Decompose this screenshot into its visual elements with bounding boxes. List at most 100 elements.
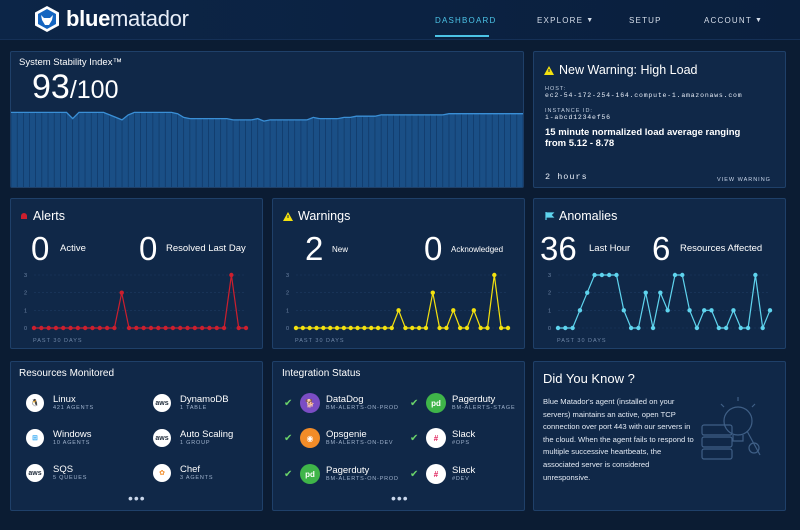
integrations-title: Integration Status bbox=[282, 368, 361, 379]
stability-area bbox=[11, 112, 523, 187]
series-point bbox=[199, 325, 205, 331]
integration-text: Pagerduty BM-ALERTS-STAGE bbox=[452, 393, 515, 411]
integration-name: Pagerduty bbox=[452, 393, 496, 405]
resource-item[interactable]: ⊞ Windows 10 AGENTS bbox=[26, 429, 92, 447]
aws-icon: aws bbox=[153, 429, 171, 447]
series-point bbox=[555, 325, 561, 331]
integration-text: Slack #OPS bbox=[452, 429, 475, 447]
series-line bbox=[558, 274, 771, 331]
anomalies-card[interactable] bbox=[533, 198, 786, 349]
chef-icon: ✿ bbox=[153, 464, 171, 482]
series-point bbox=[46, 325, 51, 331]
resources-title: Resources Monitored bbox=[19, 368, 115, 379]
series-point bbox=[423, 325, 429, 331]
series-point bbox=[457, 325, 463, 331]
instance-value: i-abcd1234ef56 bbox=[545, 114, 611, 121]
resource-text: SQS 5 QUEUES bbox=[53, 464, 87, 481]
series-point bbox=[178, 325, 183, 331]
alerts-card[interactable] bbox=[10, 198, 263, 349]
series-point bbox=[236, 325, 241, 331]
resource-item[interactable]: 🐧 Linux 421 AGENTS bbox=[26, 394, 94, 412]
host-label: HOST: bbox=[545, 86, 567, 92]
series-point bbox=[585, 290, 590, 295]
series-point bbox=[156, 325, 161, 331]
integration-name: Opsgenie bbox=[326, 428, 367, 440]
warnings-title: Warnings bbox=[283, 209, 350, 223]
series-point bbox=[148, 325, 154, 331]
integration-text: DataDog BM-ALERTS-ON-PROD bbox=[326, 393, 399, 412]
check-icon: ✔ bbox=[284, 468, 293, 480]
series-point bbox=[437, 325, 442, 331]
check-icon: ✔ bbox=[410, 432, 419, 444]
nav-account[interactable]: ACCOUNT ▼ bbox=[704, 15, 764, 25]
series-point bbox=[650, 325, 656, 331]
series-point bbox=[362, 325, 367, 331]
nav-setup[interactable]: SETUP bbox=[629, 15, 662, 25]
series-point bbox=[577, 308, 583, 313]
integration-channel: BM-ALERTS-ON-PROD bbox=[326, 405, 399, 412]
integration-channel: #OPS bbox=[452, 440, 470, 447]
integration-item[interactable]: ✔ ◉ Opsgenie BM-ALERTS-ON-DEV bbox=[284, 428, 393, 448]
series-point bbox=[606, 272, 612, 278]
series-point bbox=[396, 308, 401, 313]
check-icon: ✔ bbox=[284, 397, 293, 409]
aws-icon: aws bbox=[26, 464, 44, 482]
nav-explore[interactable]: EXPLORE ▼ bbox=[537, 15, 595, 25]
resource-count: 421 AGENTS bbox=[53, 405, 95, 412]
integration-name: DataDog bbox=[326, 393, 364, 405]
integration-text: Pagerduty BM-ALERTS-ON-PROD bbox=[326, 465, 399, 483]
series-point bbox=[485, 325, 490, 331]
series-point bbox=[104, 325, 110, 331]
series-point bbox=[112, 325, 117, 331]
alerts-period: PAST 30 DAYS bbox=[33, 338, 83, 344]
y-tick-label: 0 bbox=[286, 326, 289, 332]
resource-name: Linux bbox=[53, 393, 76, 405]
series-point bbox=[300, 325, 306, 331]
brand-name: bluematador bbox=[66, 6, 189, 31]
did-you-know-title: Did You Know ? bbox=[543, 371, 635, 386]
integration-name: Slack bbox=[452, 464, 476, 476]
y-tick-label: 0 bbox=[548, 326, 551, 332]
series-point bbox=[731, 308, 736, 313]
integration-item[interactable]: ✔ # Slack #DEV bbox=[410, 464, 475, 484]
series-point bbox=[221, 325, 227, 331]
resource-text: Auto Scaling 1 GROUP bbox=[180, 429, 233, 446]
did-you-know-text: Blue Matador's agent (installed on your … bbox=[543, 397, 694, 482]
warnings-ack-count: 0 bbox=[424, 230, 443, 267]
integration-item[interactable]: ✔ pd Pagerduty BM-ALERTS-STAGE bbox=[410, 393, 515, 413]
stability-title: System Stability Index™ bbox=[19, 57, 122, 68]
view-warning-link[interactable]: VIEW WARNING bbox=[717, 177, 771, 183]
resource-item[interactable]: ✿ Chef 3 AGENTS bbox=[153, 464, 213, 482]
stability-score: 93 /100 bbox=[32, 68, 119, 107]
series-point bbox=[680, 272, 685, 278]
series-point bbox=[39, 325, 44, 331]
resource-count: 10 AGENTS bbox=[53, 440, 91, 447]
stability-area-chart bbox=[10, 111, 524, 187]
series-point bbox=[355, 325, 360, 331]
y-tick-label: 3 bbox=[24, 273, 27, 279]
integration-item[interactable]: ✔ 🐕 DataDog BM-ALERTS-ON-PROD bbox=[284, 393, 399, 413]
series-line bbox=[34, 274, 246, 329]
anomalies-last-hour-label: Last Hour bbox=[589, 243, 631, 254]
series-point bbox=[53, 325, 59, 331]
aws-icon: aws bbox=[153, 394, 171, 412]
integration-channel: BM-ALERTS-ON-PROD bbox=[326, 476, 399, 483]
series-point bbox=[505, 325, 511, 331]
warning-detail-card[interactable] bbox=[533, 51, 786, 188]
brand-logo[interactable]: bluematador bbox=[34, 5, 189, 33]
series-point bbox=[192, 325, 198, 331]
resource-item[interactable]: aws DynamoDB 1 TABLE bbox=[153, 394, 229, 412]
series-point bbox=[82, 325, 88, 331]
series-point bbox=[410, 325, 415, 331]
integration-item[interactable]: ✔ # Slack #OPS bbox=[410, 428, 475, 448]
series-point bbox=[753, 272, 758, 278]
integrations-more-button[interactable]: ••• bbox=[391, 490, 409, 506]
integration-item[interactable]: ✔ pd Pagerduty BM-ALERTS-ON-PROD bbox=[284, 464, 399, 484]
flag-icon bbox=[545, 212, 555, 220]
nav-dashboard[interactable]: DASHBOARD bbox=[435, 15, 497, 25]
resources-more-button[interactable]: ••• bbox=[128, 490, 146, 506]
resource-item[interactable]: aws SQS 5 QUEUES bbox=[26, 464, 87, 482]
warnings-card[interactable] bbox=[272, 198, 525, 349]
alerts-resolved-label: Resolved Last Day bbox=[166, 243, 246, 254]
resource-item[interactable]: aws Auto Scaling 1 GROUP bbox=[153, 429, 233, 447]
